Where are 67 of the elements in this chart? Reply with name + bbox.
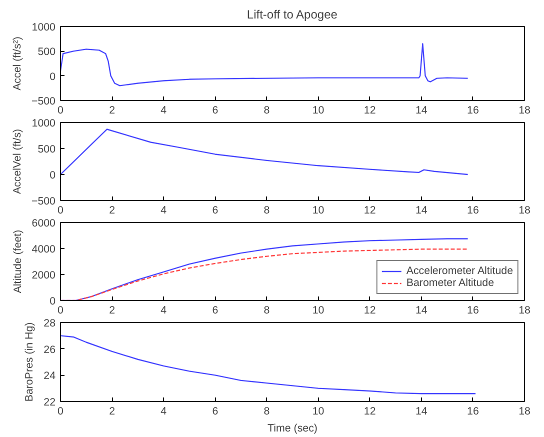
x-tick-label: 4 xyxy=(160,104,167,116)
x-tick-label: 10 xyxy=(312,204,324,216)
x-tick-label: 0 xyxy=(58,104,64,116)
y-tick-label: 1000 xyxy=(32,22,56,34)
x-axis-title: Time (sec) xyxy=(268,422,318,434)
legend-label: Barometer Altitude xyxy=(406,277,494,289)
x-tick-label: 2 xyxy=(109,304,116,316)
x-tick-label: 14 xyxy=(415,104,428,116)
y-axis-title: BaroPres (in Hg) xyxy=(24,322,36,402)
x-tick-label: 10 xyxy=(312,304,324,316)
y-axis-title: Altitude (feet) xyxy=(12,230,24,294)
x-tick-label: 18 xyxy=(518,104,530,116)
x-tick-label: 10 xyxy=(312,104,324,116)
y-tick-label: 22 xyxy=(44,396,56,408)
y-tick-label: −500 xyxy=(31,196,56,208)
y-tick-label: 24 xyxy=(44,370,56,382)
y-tick-label: 6000 xyxy=(32,218,56,230)
y-tick-label: 28 xyxy=(44,318,56,330)
line-series xyxy=(60,335,476,394)
y-tick-label: 0 xyxy=(50,70,56,83)
y-tick-label: 500 xyxy=(38,46,56,58)
x-tick-label: 8 xyxy=(264,304,270,316)
y-tick-label: 1000 xyxy=(32,118,56,130)
y-tick-label: 2000 xyxy=(32,270,56,282)
x-tick-label: 16 xyxy=(467,406,479,418)
x-tick-label: 0 xyxy=(58,406,64,418)
x-tick-label: 2 xyxy=(109,406,116,418)
x-tick-label: 18 xyxy=(518,204,530,216)
x-tick-label: 0 xyxy=(58,304,64,316)
line-series xyxy=(60,128,468,176)
x-tick-label: 4 xyxy=(160,406,167,418)
x-tick-label: 2 xyxy=(109,104,116,116)
x-tick-label: 8 xyxy=(264,406,270,418)
x-tick-label: 14 xyxy=(415,304,428,316)
y-tick-label: 500 xyxy=(38,144,56,156)
y-tick-label: 0 xyxy=(50,296,56,308)
x-tick-label: 4 xyxy=(160,304,167,316)
x-tick-label: 16 xyxy=(467,304,479,316)
x-tick-label: 6 xyxy=(212,304,218,316)
x-tick-label: 6 xyxy=(212,406,218,418)
x-tick-label: 14 xyxy=(415,406,428,418)
y-axis-title: Accel (ft/s²) xyxy=(11,36,24,90)
legend-label: Accelerometer Altitude xyxy=(406,265,513,277)
line-series xyxy=(60,43,468,86)
x-tick-label: 12 xyxy=(364,204,376,216)
x-tick-label: 14 xyxy=(415,204,428,216)
x-tick-label: 12 xyxy=(364,406,376,418)
x-tick-label: 12 xyxy=(364,104,376,116)
x-tick-label: 18 xyxy=(518,304,530,316)
x-tick-label: 8 xyxy=(264,104,270,116)
x-tick-label: 18 xyxy=(518,406,530,418)
x-tick-label: 4 xyxy=(160,204,167,216)
chart-title: Lift-off to Apogee xyxy=(246,8,338,22)
y-tick-label: −500 xyxy=(31,96,56,108)
y-axis-title: AccelVel (ft/s) xyxy=(11,128,24,194)
y-tick-label: 0 xyxy=(50,170,56,182)
y-tick-label: 26 xyxy=(44,344,56,356)
x-tick-label: 12 xyxy=(364,304,376,316)
y-tick-label: 4000 xyxy=(32,244,56,256)
x-tick-label: 16 xyxy=(467,204,479,216)
x-tick-label: 0 xyxy=(58,204,64,216)
x-tick-label: 16 xyxy=(467,104,479,116)
x-tick-label: 6 xyxy=(212,204,218,216)
x-tick-label: 10 xyxy=(312,406,324,418)
x-tick-label: 6 xyxy=(212,104,218,116)
x-tick-label: 2 xyxy=(109,204,116,216)
x-tick-label: 8 xyxy=(264,204,270,216)
